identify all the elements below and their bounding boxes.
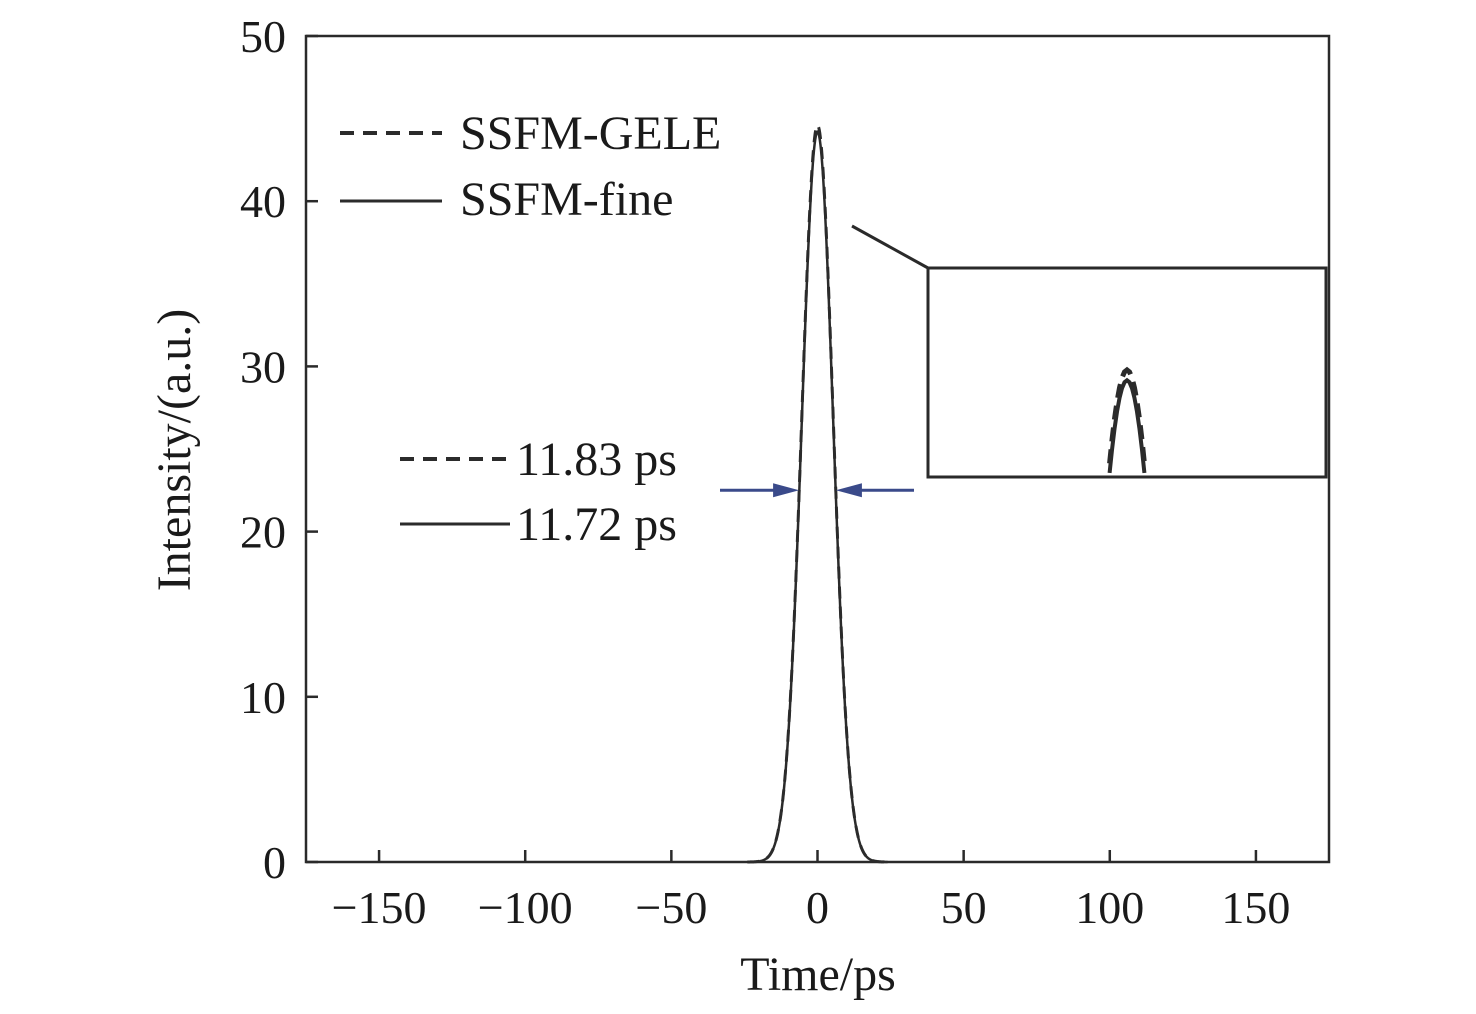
- x-tick-label: 50: [941, 882, 987, 933]
- y-tick-label: 30: [240, 341, 286, 392]
- series-line-ssfm-fine: [747, 130, 888, 864]
- fwhm-label-dashed: 11.83 ps: [516, 433, 677, 486]
- fwhm-arrows: [720, 483, 914, 498]
- y-tick-label: 10: [240, 672, 286, 723]
- y-tick-label: 40: [240, 176, 286, 227]
- x-tick-label: −100: [478, 882, 573, 933]
- y-axis-title: Intensity/(a.u.): [148, 309, 201, 592]
- legend-label-ssfm-gele: SSFM-GELE: [460, 107, 721, 160]
- inset-curves: [1107, 366, 1147, 474]
- inset-pointer-line: [851, 224, 929, 270]
- fwhm-annotation: 11.83 ps 11.72 ps: [400, 433, 914, 551]
- y-axis-ticks: 0 10 20 30 40 50: [240, 11, 318, 888]
- x-tick-label: −50: [635, 882, 707, 933]
- x-tick-label: 100: [1075, 882, 1144, 933]
- y-tick-label: 50: [240, 11, 286, 62]
- inset-series-line-ssfm-fine: [1107, 377, 1147, 474]
- zoom-inset: [851, 224, 1328, 479]
- fwhm-arrowhead-left: [773, 483, 800, 498]
- fwhm-label-solid: 11.72 ps: [516, 498, 677, 551]
- legend-label-ssfm-fine: SSFM-fine: [460, 173, 673, 226]
- y-tick-label: 0: [263, 837, 286, 888]
- x-axis-ticks: −150 −100 −50 0 50 100 150: [332, 850, 1290, 933]
- x-axis-title: Time/ps: [740, 948, 896, 1001]
- x-tick-label: 150: [1221, 882, 1290, 933]
- x-tick-label: 0: [806, 882, 829, 933]
- fwhm-arrowhead-right: [835, 483, 862, 498]
- y-tick-label: 20: [240, 507, 286, 558]
- x-tick-label: −150: [332, 882, 427, 933]
- legend: SSFM-GELE SSFM-fine: [340, 107, 721, 226]
- curves: [747, 123, 888, 864]
